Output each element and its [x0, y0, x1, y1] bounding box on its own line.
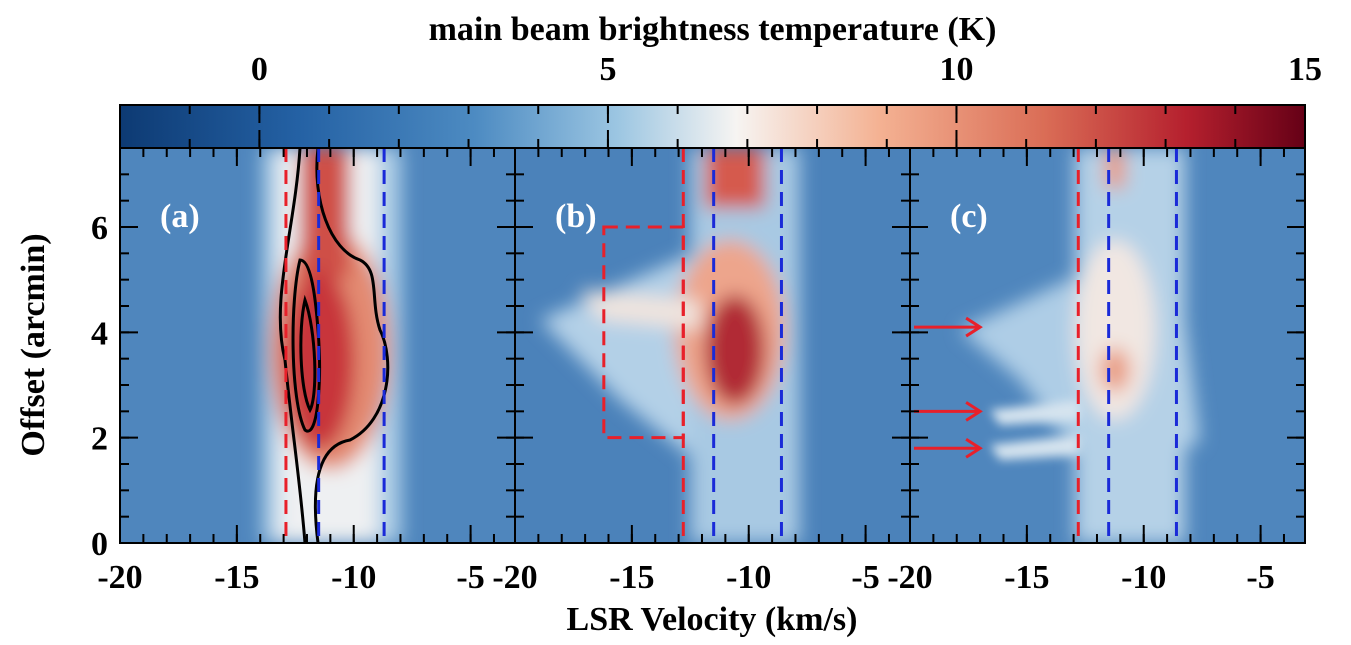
panel-label: (a) [160, 198, 200, 235]
arrow [914, 401, 983, 422]
x-tick-label: -10 [1121, 559, 1166, 596]
panel-label: (b) [555, 198, 597, 235]
x-tick-label: -15 [1004, 559, 1049, 596]
x-axis-label: LSR Velocity (km/s) [567, 601, 858, 638]
colorbar [120, 105, 1305, 148]
x-tick-label: -10 [726, 559, 771, 596]
y-tick-label: 6 [91, 210, 108, 247]
colorbar-tick-label: 0 [251, 51, 268, 88]
colorbar-tick-label: 5 [599, 51, 616, 88]
x-tick-label: -5 [1246, 559, 1274, 596]
colorbar-tick-label: 15 [1288, 51, 1322, 88]
x-tick-label: -20 [492, 559, 537, 596]
colorbar-title: main beam brightness temperature (K) [429, 11, 997, 48]
x-tick-label: -15 [214, 559, 259, 596]
x-tick-label: -5 [851, 559, 879, 596]
region-box [602, 225, 685, 440]
y-tick-label: 4 [91, 315, 108, 352]
x-tick-label: -5 [456, 559, 484, 596]
x-tick-label: -20 [887, 559, 932, 596]
x-tick-label: -15 [609, 559, 654, 596]
arrow [914, 316, 983, 338]
panel-label: (c) [950, 198, 988, 235]
x-tick-label: -10 [331, 559, 376, 596]
x-tick-label: -20 [97, 559, 142, 596]
arrow [914, 437, 983, 459]
y-tick-label: 0 [91, 526, 108, 563]
colorbar-tick-label: 10 [939, 51, 973, 88]
panel-frame [909, 147, 1306, 544]
heatmap-b [515, 148, 910, 543]
y-tick-label: 2 [91, 421, 108, 458]
heatmap-c [910, 148, 1305, 543]
y-axis-label: Offset (arcmin) [15, 233, 52, 456]
